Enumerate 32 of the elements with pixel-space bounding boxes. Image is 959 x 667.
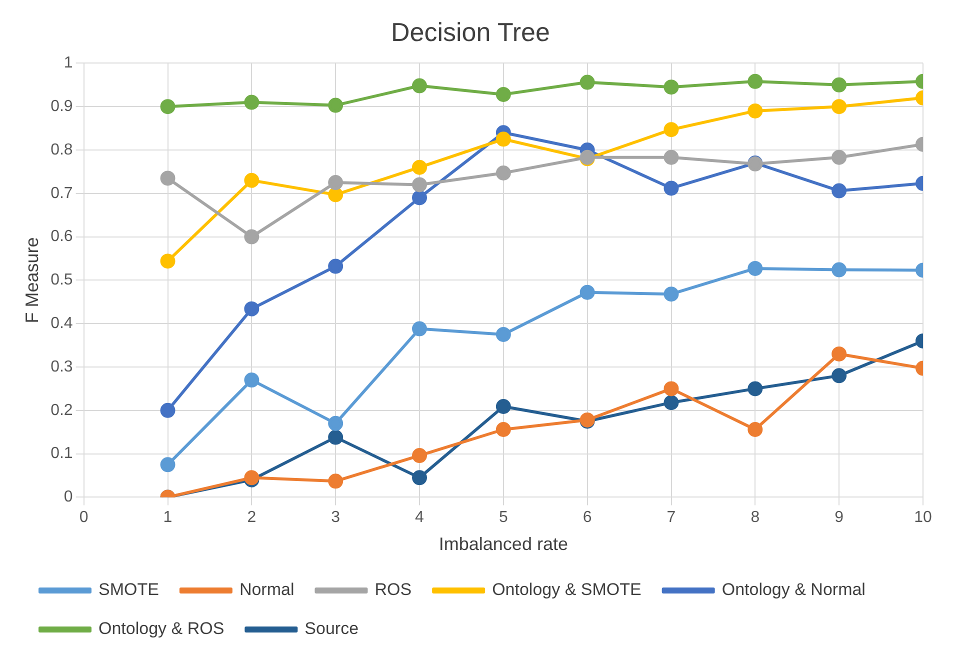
y-tick-label: 0 [64, 488, 73, 506]
x-tick-label: 7 [666, 509, 676, 526]
legend-label: Normal [239, 580, 294, 600]
y-tick-label: 0.8 [50, 141, 73, 158]
x-tick-label: 3 [331, 509, 340, 526]
y-tick-label: 0.3 [50, 358, 73, 376]
legend-label: Ontology & Normal [722, 580, 866, 600]
y-tick-label: 0.2 [50, 402, 73, 419]
y-tick-label: 1 [64, 54, 73, 72]
x-tick-label: 10 [914, 509, 932, 526]
chart-title: Decision Tree [391, 16, 550, 47]
legend-label: Source [304, 619, 359, 638]
y-axis-title: F Measure [22, 237, 42, 324]
y-tick-label: 0.4 [50, 315, 73, 332]
x-tick-label: 6 [582, 509, 592, 526]
y-tick-label: 0.6 [50, 228, 73, 246]
legend-label: ROS [374, 580, 412, 600]
x-axis-title: Imbalanced rate [438, 534, 568, 554]
y-tick-label: 0.1 [50, 445, 73, 462]
x-tick-label: 0 [79, 509, 88, 526]
x-tick-label: 1 [163, 509, 172, 526]
x-tick-label: 4 [415, 509, 424, 526]
x-tick-label: 9 [834, 509, 844, 526]
x-tick-label: 8 [750, 509, 760, 526]
y-tick-label: 0.9 [50, 98, 73, 116]
y-tick-label: 0.7 [50, 184, 73, 202]
legend-label: Ontology & ROS [98, 619, 224, 638]
y-tick-label: 0.5 [50, 272, 73, 289]
legend-label: Ontology & SMOTE [492, 580, 642, 600]
legend-label: SMOTE [98, 580, 159, 600]
x-tick-label: 2 [247, 509, 256, 526]
x-tick-label: 5 [498, 509, 508, 526]
